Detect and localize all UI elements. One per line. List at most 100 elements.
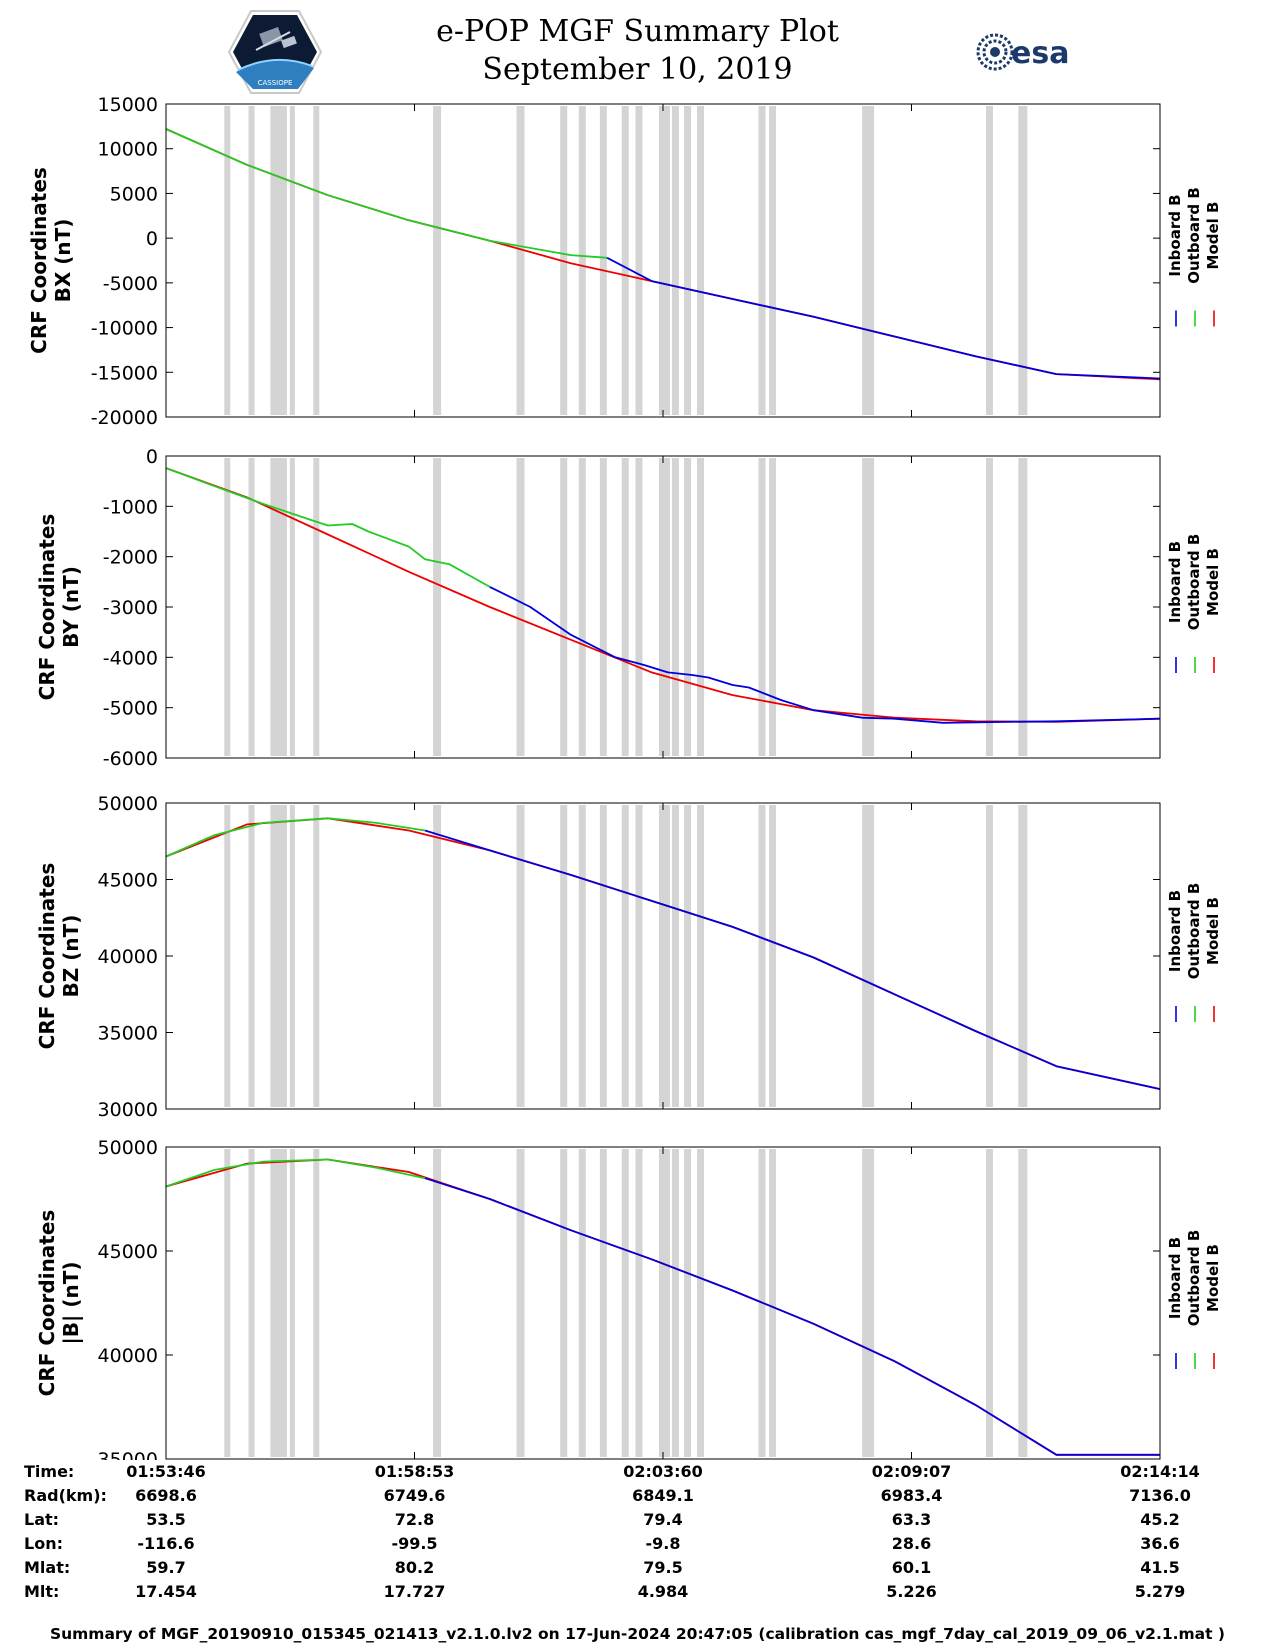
info-row: Rad(km): 6698.6 6749.6 6849.1 6983.4 7136.0 [0, 1486, 1275, 1510]
info-cell: -9.8 [645, 1534, 681, 1553]
chart-subtitle: September 10, 2019 [482, 52, 793, 87]
gap-band [621, 805, 629, 1107]
info-row: Lat: 53.5 72.8 79.4 63.3 45.2 [0, 1510, 1275, 1534]
gap-band [985, 458, 993, 756]
gap-band [433, 805, 442, 1107]
gap-band [280, 106, 287, 415]
gap-band [1018, 106, 1028, 415]
y-tick-label: 35000 [98, 1023, 158, 1045]
gap-band [769, 1149, 777, 1457]
gap-band [671, 106, 679, 415]
y-tick-label: -5000 [103, 698, 158, 720]
gap-band [516, 458, 525, 756]
gap-band [635, 458, 643, 756]
legend-label: Model B [1204, 897, 1222, 965]
gap-band [862, 805, 875, 1107]
gap-band [289, 458, 295, 756]
gap-band [758, 458, 766, 756]
y-tick-label: 45000 [98, 870, 158, 892]
panel-bt: 50000 45000 40000 35000 CRF Coordinates |B| (… [35, 1137, 1222, 1460]
gap-band [684, 1149, 692, 1457]
y-tick-label: -3000 [103, 597, 158, 619]
gap-band [516, 106, 525, 415]
info-cell: 17.727 [383, 1582, 446, 1601]
info-cell: 01:58:53 [374, 1462, 455, 1481]
y-tick-label: -20000 [91, 407, 158, 429]
gap-band [516, 1149, 525, 1457]
info-cell: 6749.6 [383, 1486, 446, 1505]
info-row: Lon: -116.6 -99.5 -9.8 28.6 36.6 [0, 1534, 1275, 1558]
y-tick-label: 0 [146, 228, 158, 250]
info-row: Mlt: 17.454 17.727 4.984 5.226 5.279 [0, 1582, 1275, 1606]
gap-band [985, 106, 993, 415]
gap-band [578, 1149, 586, 1457]
gap-band [1018, 1149, 1028, 1457]
series-inboard-b [424, 829, 1161, 1090]
gap-band [313, 458, 320, 756]
y-tick-label: -2000 [103, 547, 158, 569]
gap-band [621, 1149, 629, 1457]
info-cell: -99.5 [391, 1534, 438, 1553]
legend-label: Model B [1204, 548, 1222, 616]
series-inboard-b [489, 586, 1161, 724]
info-cell: 59.7 [146, 1558, 186, 1577]
info-row-label: Mlt: [24, 1582, 60, 1601]
gap-band [671, 1149, 679, 1457]
series-inboard-b [424, 1177, 1160, 1456]
gap-band [862, 1149, 875, 1457]
y-tick-label: 5000 [110, 183, 158, 205]
gap-band [516, 805, 525, 1107]
info-row-label: Rad(km): [24, 1486, 107, 1505]
gap-band [658, 1149, 670, 1457]
gap-band [313, 1149, 320, 1457]
gap-band [658, 106, 670, 415]
y-tick-label: 50000 [98, 793, 158, 815]
y-axis-label: BY (nT) [59, 566, 83, 648]
y-tick-label: 30000 [98, 1099, 158, 1121]
gap-band [621, 106, 629, 415]
info-cell: 5.226 [886, 1582, 937, 1601]
gap-band [248, 1149, 255, 1457]
info-cell: 63.3 [891, 1510, 932, 1529]
info-cell: 45.2 [1140, 1510, 1180, 1529]
gap-band [599, 106, 607, 415]
legend-label: Model B [1204, 202, 1222, 270]
info-row-label: Lat: [24, 1510, 60, 1529]
gap-band [224, 1149, 231, 1457]
gap-band [769, 805, 777, 1107]
y-tick-label: 35000 [98, 1449, 158, 1460]
legend-label: Outboard B [1185, 883, 1203, 980]
info-cell: 5.279 [1134, 1582, 1186, 1601]
gap-band [658, 805, 670, 1107]
y-tick-label: 15000 [98, 94, 158, 116]
gap-band [599, 805, 607, 1107]
gap-band [1018, 805, 1028, 1107]
info-cell: 02:09:07 [871, 1462, 952, 1481]
y-tick-label: 0 [146, 446, 158, 468]
y-tick-label: 10000 [98, 139, 158, 161]
gap-band [635, 106, 643, 415]
gap-band [862, 458, 875, 756]
gap-band [248, 805, 255, 1107]
info-cell: 6698.6 [135, 1486, 197, 1505]
info-cell: 60.1 [891, 1558, 932, 1577]
info-cell: 02:14:14 [1120, 1462, 1200, 1481]
y-tick-label: -15000 [91, 362, 158, 384]
gap-band [224, 458, 231, 756]
info-cell: 01:53:46 [126, 1462, 206, 1481]
series-outboard-b [165, 817, 426, 858]
info-row: Mlat: 59.7 80.2 79.5 60.1 41.5 [0, 1558, 1275, 1582]
gap-band [578, 106, 586, 415]
chart-title: e-POP MGF Summary Plot [436, 14, 839, 49]
legend-label: Inboard B [1166, 541, 1184, 623]
y-axis-label: |B| (nT) [59, 1262, 83, 1345]
info-cell: 41.5 [1140, 1558, 1180, 1577]
gap-band [635, 1149, 643, 1457]
y-tick-label: -6000 [103, 748, 158, 770]
gap-band [224, 805, 231, 1107]
panel-bx: 15000 10000 5000 0 -5000 -10000 -15000 -20000 CR… [27, 94, 1222, 429]
y-axis-label: CRF Coordinates [27, 167, 51, 354]
y-axis-label: BX (nT) [51, 219, 75, 303]
legend-label: Inboard B [1166, 890, 1184, 972]
esa-logo-text: esa [1011, 36, 1069, 71]
